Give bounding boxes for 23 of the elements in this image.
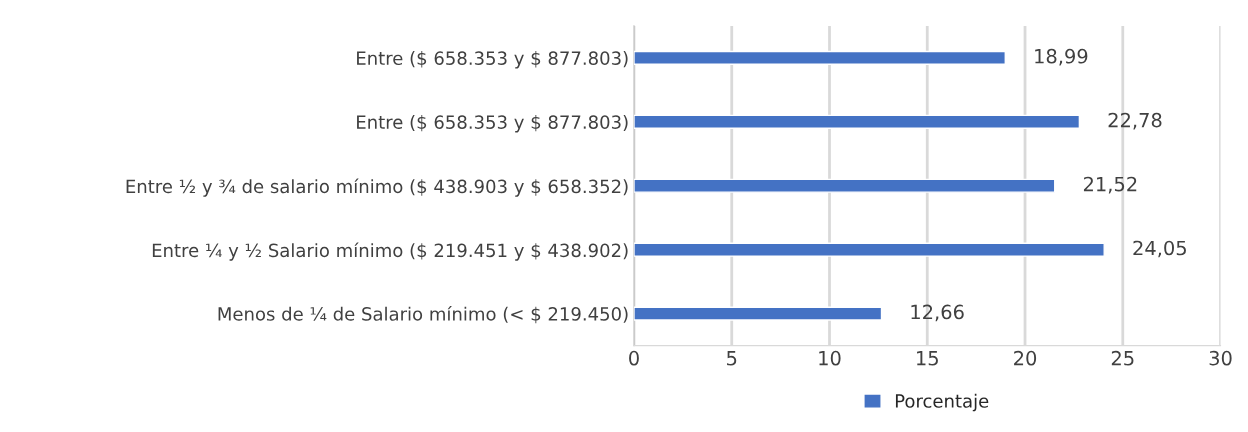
x-tick-label: 25 <box>1111 350 1134 366</box>
data-label: 22,78 <box>1108 112 1162 130</box>
data-label: 18,99 <box>1035 48 1088 66</box>
data-label: 12,66 <box>911 304 964 322</box>
y-tick-label: Entre ½ y ¾ de salario mínimo ($ 438.903 y $ 658.352) <box>126 178 628 197</box>
bar <box>633 50 1006 65</box>
data-label: 21,52 <box>1083 176 1137 194</box>
x-tick-label: 10 <box>819 350 841 366</box>
x-tick-label: 0 <box>629 350 639 366</box>
x-tick-label: 20 <box>1014 350 1037 366</box>
bar <box>633 114 1081 129</box>
bar <box>633 178 1056 193</box>
y-tick-label: Entre ¼ y ½ Salario mínimo ($ 219.451 y $ 438.902) <box>152 242 628 261</box>
x-tick-label: 15 <box>917 351 938 366</box>
x-tick-label: 5 <box>727 351 737 366</box>
legend-label: Porcentaje <box>895 393 989 412</box>
y-tick-label: Entre ($ 658.353 y $ 877.803) <box>357 51 628 69</box>
bar <box>633 242 1105 257</box>
y-tick-label: Menos de ¼ de Salario mínimo (< $ 219.450) <box>218 306 628 324</box>
data-label: 24,05 <box>1133 240 1186 258</box>
y-tick-label: Entre ($ 658.353 y $ 877.803) <box>357 114 628 133</box>
x-tick-label: 30 <box>1209 350 1232 366</box>
bar <box>633 306 883 321</box>
